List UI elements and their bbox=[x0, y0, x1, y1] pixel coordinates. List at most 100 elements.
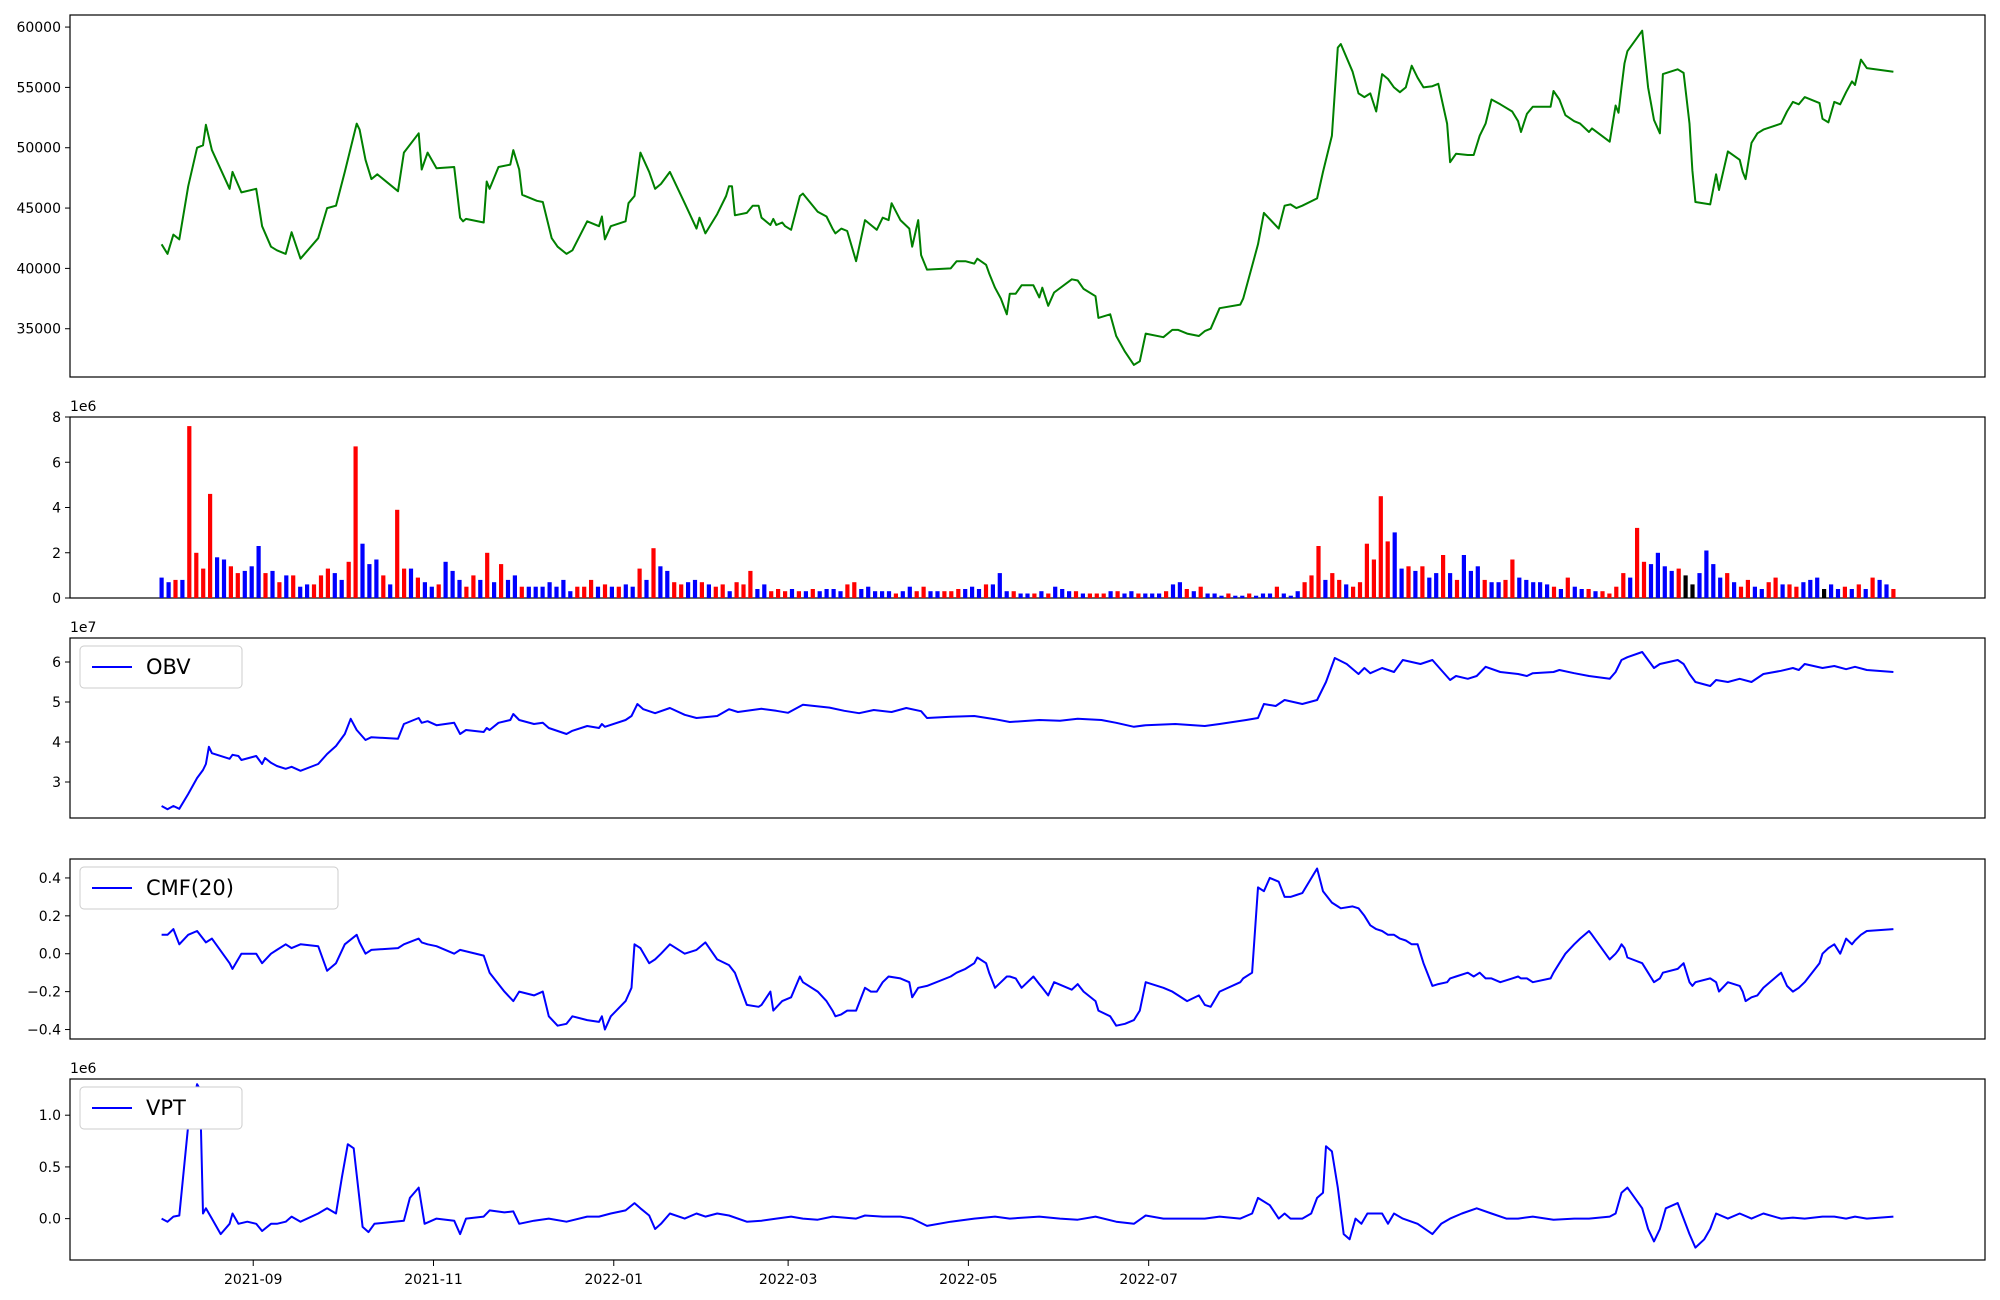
volume-bar bbox=[1718, 577, 1723, 598]
volume-bar bbox=[367, 564, 372, 598]
volume-bar bbox=[1309, 575, 1314, 598]
volume-bar bbox=[561, 579, 566, 598]
volume-bar bbox=[727, 591, 732, 598]
volume-bar bbox=[360, 543, 365, 598]
cmf-legend-label: CMF(20) bbox=[146, 876, 234, 900]
volume-bar bbox=[284, 575, 289, 598]
x-tick-label: 2021-11 bbox=[404, 1272, 463, 1288]
volume-bar bbox=[1884, 584, 1889, 598]
volume-bar bbox=[540, 586, 545, 598]
volume-bar bbox=[422, 582, 427, 598]
volume-bar bbox=[1732, 582, 1737, 598]
volume-bar bbox=[956, 589, 961, 598]
volume-bar bbox=[1669, 570, 1674, 598]
volume-bar bbox=[1281, 593, 1286, 598]
obv-legend: OBV bbox=[79, 645, 243, 689]
volume-bar bbox=[1184, 589, 1189, 598]
volume-bar bbox=[1794, 586, 1799, 598]
volume-bar bbox=[1842, 586, 1847, 598]
volume-bar bbox=[686, 582, 691, 598]
volume-bar bbox=[817, 591, 822, 598]
vpt-offset-label: 1e6 bbox=[70, 1061, 97, 1077]
volume-bar bbox=[1759, 589, 1764, 598]
volume-bar bbox=[173, 579, 178, 598]
cmf-legend-box bbox=[79, 866, 339, 910]
volume-bar bbox=[935, 591, 940, 598]
volume-bar bbox=[1441, 555, 1446, 598]
volume-bar bbox=[1683, 575, 1688, 598]
volume-bar bbox=[208, 493, 213, 598]
volume-bar bbox=[1288, 595, 1293, 598]
price-y-tick-label: 55000 bbox=[16, 80, 61, 96]
volume-bar bbox=[1482, 579, 1487, 598]
volume-bar bbox=[914, 591, 919, 598]
volume-bar bbox=[1323, 579, 1328, 598]
volume-bar bbox=[616, 586, 621, 598]
volume-bar bbox=[665, 570, 670, 598]
volume-bar bbox=[1039, 591, 1044, 598]
volume-bar bbox=[194, 552, 199, 599]
volume-bar bbox=[1808, 579, 1813, 598]
volume-bar bbox=[609, 586, 614, 598]
volume-bar bbox=[346, 561, 351, 598]
volume-bar bbox=[332, 573, 337, 598]
volume-bar bbox=[893, 593, 898, 598]
volume-bar bbox=[1863, 589, 1868, 598]
volume-bar bbox=[1087, 593, 1092, 598]
volume-bar bbox=[672, 582, 677, 598]
volume-bar bbox=[1399, 568, 1404, 598]
volume-bar bbox=[1434, 573, 1439, 598]
volume-bar bbox=[1170, 584, 1176, 598]
volume-bar bbox=[921, 586, 926, 598]
volume-offset-label: 1e6 bbox=[70, 399, 97, 415]
volume-bar bbox=[1018, 593, 1023, 598]
volume-bar bbox=[381, 575, 386, 598]
obv-y-tick-label: 4 bbox=[52, 735, 61, 751]
volume-bar bbox=[873, 591, 878, 598]
volume-bar bbox=[880, 591, 885, 598]
volume-bar bbox=[547, 582, 552, 598]
volume-bar bbox=[1676, 568, 1681, 598]
volume-bar bbox=[928, 591, 933, 598]
vpt-y-tick-label: 0.0 bbox=[39, 1212, 61, 1228]
volume-bar bbox=[499, 564, 504, 598]
volume-bar bbox=[1614, 586, 1619, 598]
volume-bar bbox=[1565, 577, 1570, 598]
obv-legend-box bbox=[79, 645, 243, 689]
volume-bar bbox=[228, 566, 233, 598]
volume-bar bbox=[1357, 582, 1363, 598]
volume-bar bbox=[1448, 573, 1453, 598]
volume-bar bbox=[1822, 589, 1827, 598]
volume-bar bbox=[1745, 579, 1750, 598]
volume-bar bbox=[533, 586, 538, 598]
volume-bar bbox=[1572, 586, 1577, 598]
volume-y-tick-label: 4 bbox=[52, 501, 61, 517]
volume-bar bbox=[1427, 577, 1432, 598]
volume-bar bbox=[1711, 564, 1716, 598]
x-tick-label: 2022-05 bbox=[939, 1272, 998, 1288]
volume-bar bbox=[789, 589, 795, 598]
volume-bar bbox=[1025, 593, 1030, 598]
obv-y-tick-label: 3 bbox=[52, 775, 61, 791]
price-axes-frame bbox=[69, 14, 1986, 378]
volume-bar bbox=[436, 584, 441, 598]
volume-bar bbox=[1032, 593, 1037, 598]
volume-bar bbox=[963, 589, 968, 598]
volume-bar bbox=[1177, 582, 1182, 598]
volume-bar bbox=[1073, 591, 1079, 598]
volume-bar bbox=[180, 579, 185, 598]
volume-bar bbox=[1378, 496, 1383, 598]
volume-bar bbox=[942, 591, 947, 598]
volume-bar bbox=[1143, 593, 1148, 598]
volume-bar bbox=[1538, 582, 1543, 598]
volume-bar bbox=[595, 586, 601, 598]
volume-bar bbox=[1856, 584, 1861, 598]
volume-bar bbox=[1267, 593, 1273, 598]
obv-offset-label: 1e7 bbox=[70, 620, 96, 636]
volume-bar bbox=[1496, 582, 1501, 598]
volume-bar bbox=[769, 591, 774, 598]
volume-bar bbox=[1316, 546, 1321, 598]
volume-bar bbox=[630, 586, 635, 598]
volume-bar bbox=[1780, 584, 1785, 598]
